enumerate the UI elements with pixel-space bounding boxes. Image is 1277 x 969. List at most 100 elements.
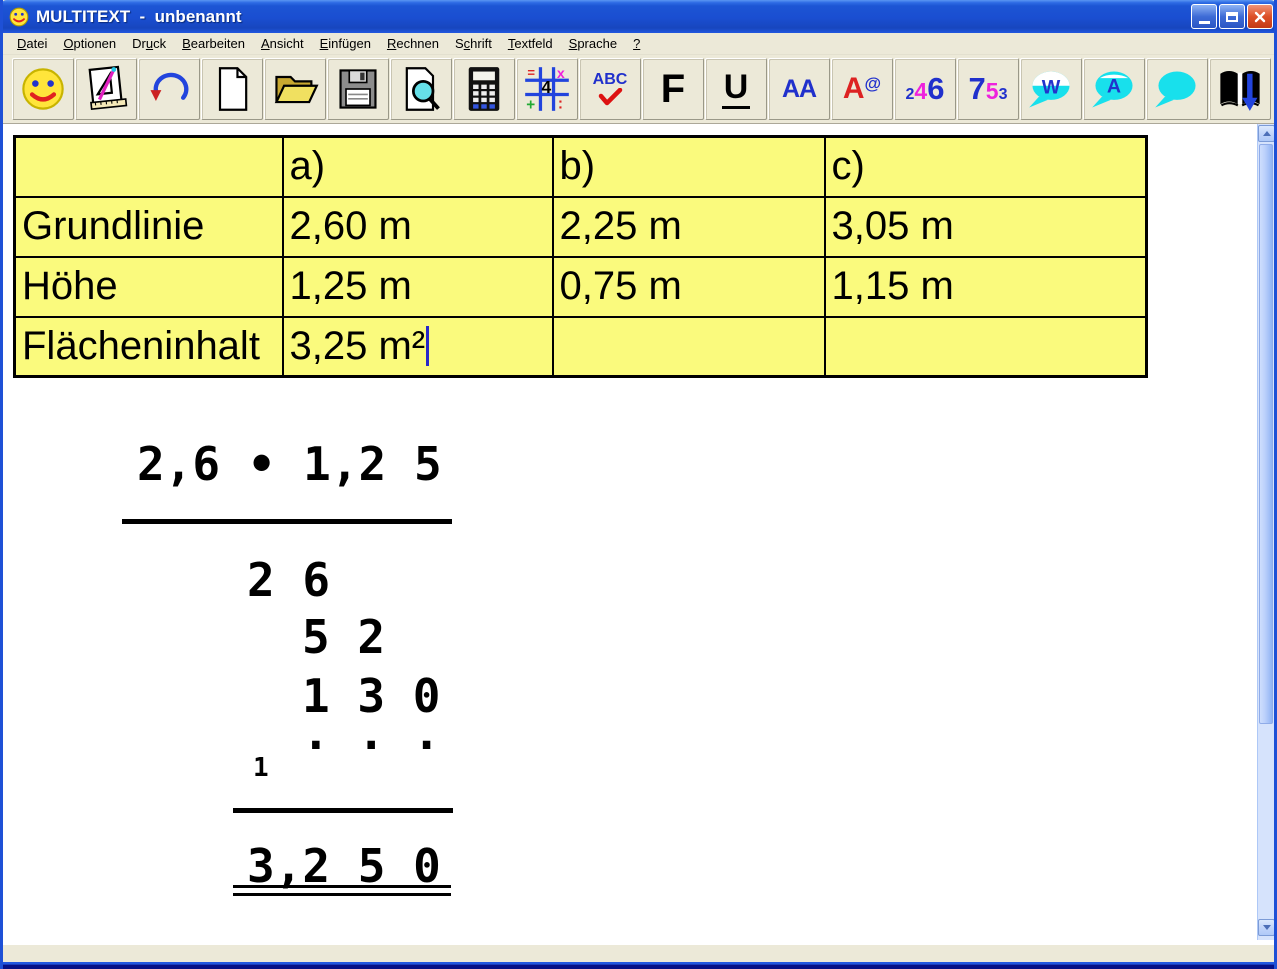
maximize-button[interactable] [1219,4,1245,29]
header-b-cell[interactable]: b) [551,135,826,198]
header-empty-cell[interactable] [13,135,284,198]
row-label-cell[interactable]: Höhe [13,255,284,318]
open-file-button[interactable] [264,58,326,120]
minimize-button[interactable] [1191,4,1217,29]
value-cell[interactable]: 3,05 m [823,195,1148,258]
menu-sprache[interactable]: Sprache [568,36,618,51]
text-cursor [426,325,430,366]
drawing-tools-button[interactable] [75,58,137,120]
menu-druck[interactable]: Druck [132,36,167,51]
menu-datei[interactable]: Datei [17,36,48,51]
window-bottom-edge [3,962,1274,969]
svg-text:x: x [557,66,565,82]
numbers-descending-button[interactable]: 753 [957,58,1019,120]
menu-einfuegen[interactable]: Einfügen [319,36,371,51]
character-button[interactable]: A@ [831,58,893,120]
header-c-cell[interactable]: c) [823,135,1148,198]
vertical-scrollbar[interactable] [1257,124,1274,940]
worksheet-table: a) b) c) Grundlinie 2,60 m 2,25 m 3,05 m… [13,135,1148,378]
scroll-up-icon [1262,131,1271,136]
undo-button[interactable] [138,58,200,120]
menu-optionen[interactable]: Optionen [63,36,117,51]
scroll-up-button[interactable] [1258,125,1274,142]
scroll-down-icon [1262,925,1271,930]
menu-ansicht[interactable]: Ansicht [260,36,304,51]
menu-hilfe[interactable]: ? [633,36,641,51]
value-cell[interactable] [551,315,826,378]
arithmetic-grid-icon: = x 4 + : [525,65,569,113]
speak-word-button[interactable]: W [1020,58,1082,120]
arithmetic-grid-button[interactable]: = x 4 + : [516,58,578,120]
calc-carry-digit: 1 [253,753,269,783]
undo-icon [150,72,189,101]
underline-button[interactable]: U [705,58,767,120]
speak-letter-button[interactable]: A [1083,58,1145,120]
calc-placeholder-dots: · · · [302,718,441,772]
header-a-cell[interactable]: a) [281,135,554,198]
row-label-cell[interactable]: Flächeninhalt [13,315,284,378]
spell-check-button[interactable]: ABC [579,58,641,120]
calc-expression: 2,6 • 1,2 5 [137,437,442,491]
new-document-icon [218,67,248,111]
calc-rule-bottom [233,808,453,813]
svg-text:=: = [527,65,535,80]
status-bar [3,945,1274,962]
speak-word-icon: W [1029,71,1070,108]
table-row: Flächeninhalt 3,25 m² [13,315,1148,378]
calc-result: 3,2 5 0 [247,839,441,893]
save-icon [339,69,377,109]
calc-partial-2: 5 2 [302,610,386,664]
menubar: Datei Optionen Druck Bearbeiten Ansicht … [3,33,1274,55]
dictionary-button[interactable] [1209,58,1271,120]
active-value-cell[interactable]: 3,25 m² [281,315,554,378]
menu-rechnen[interactable]: Rechnen [386,36,439,51]
underline-icon: U [721,70,751,109]
value-cell[interactable]: 2,60 m [281,195,554,258]
app-smiley-icon [8,6,30,28]
smiley-button[interactable] [12,58,74,120]
maximize-icon [1226,11,1238,22]
svg-text:4: 4 [542,77,552,97]
spell-check-icon: ABC [593,72,627,106]
smiley-icon [22,68,64,110]
table-row: Grundlinie 2,60 m 2,25 m 3,05 m [13,195,1148,258]
row-label-cell[interactable]: Grundlinie [13,195,284,258]
svg-text::: : [558,96,563,113]
numbers-descending-icon: 753 [968,71,1008,106]
dictionary-icon [1220,71,1260,111]
bold-icon: F [660,66,686,111]
character-icon: A@ [842,72,882,105]
calc-partial-3: 1 3 0 [302,669,441,723]
scroll-down-button[interactable] [1258,919,1274,936]
scrollbar-thumb[interactable] [1259,144,1273,724]
value-cell[interactable] [823,315,1148,378]
calculator-icon [468,67,500,111]
drawing-tools-icon [88,65,128,111]
minimize-icon [1198,21,1210,24]
calculator-button[interactable] [453,58,515,120]
table-row: Höhe 1,25 m 0,75 m 1,15 m [13,255,1148,318]
menu-schrift[interactable]: Schrift [455,36,492,51]
value-cell[interactable]: 1,15 m [823,255,1148,318]
print-preview-button[interactable] [390,58,452,120]
new-document-button[interactable] [201,58,263,120]
calc-rule-top [122,519,452,524]
value-cell[interactable]: 0,75 m [551,255,826,318]
svg-text:A: A [1107,75,1121,97]
speak-button[interactable] [1146,58,1208,120]
menu-textfeld[interactable]: Textfeld [507,36,553,51]
menu-bearbeiten[interactable]: Bearbeiten [182,36,245,51]
save-button[interactable] [327,58,389,120]
close-icon [1254,11,1266,22]
print-preview-icon [405,67,440,111]
speech-bubble-icon [1155,71,1196,108]
numbers-ascending-button[interactable]: 246 [894,58,956,120]
font-button[interactable]: AA [768,58,830,120]
bold-button[interactable]: F [642,58,704,120]
value-cell[interactable]: 2,25 m [551,195,826,258]
value-cell[interactable]: 1,25 m [281,255,554,318]
close-button[interactable] [1247,4,1273,29]
document-area[interactable]: a) b) c) Grundlinie 2,60 m 2,25 m 3,05 m… [3,124,1274,945]
toolbar: = x 4 + : ABC F U AA A@ 246 [3,55,1274,124]
